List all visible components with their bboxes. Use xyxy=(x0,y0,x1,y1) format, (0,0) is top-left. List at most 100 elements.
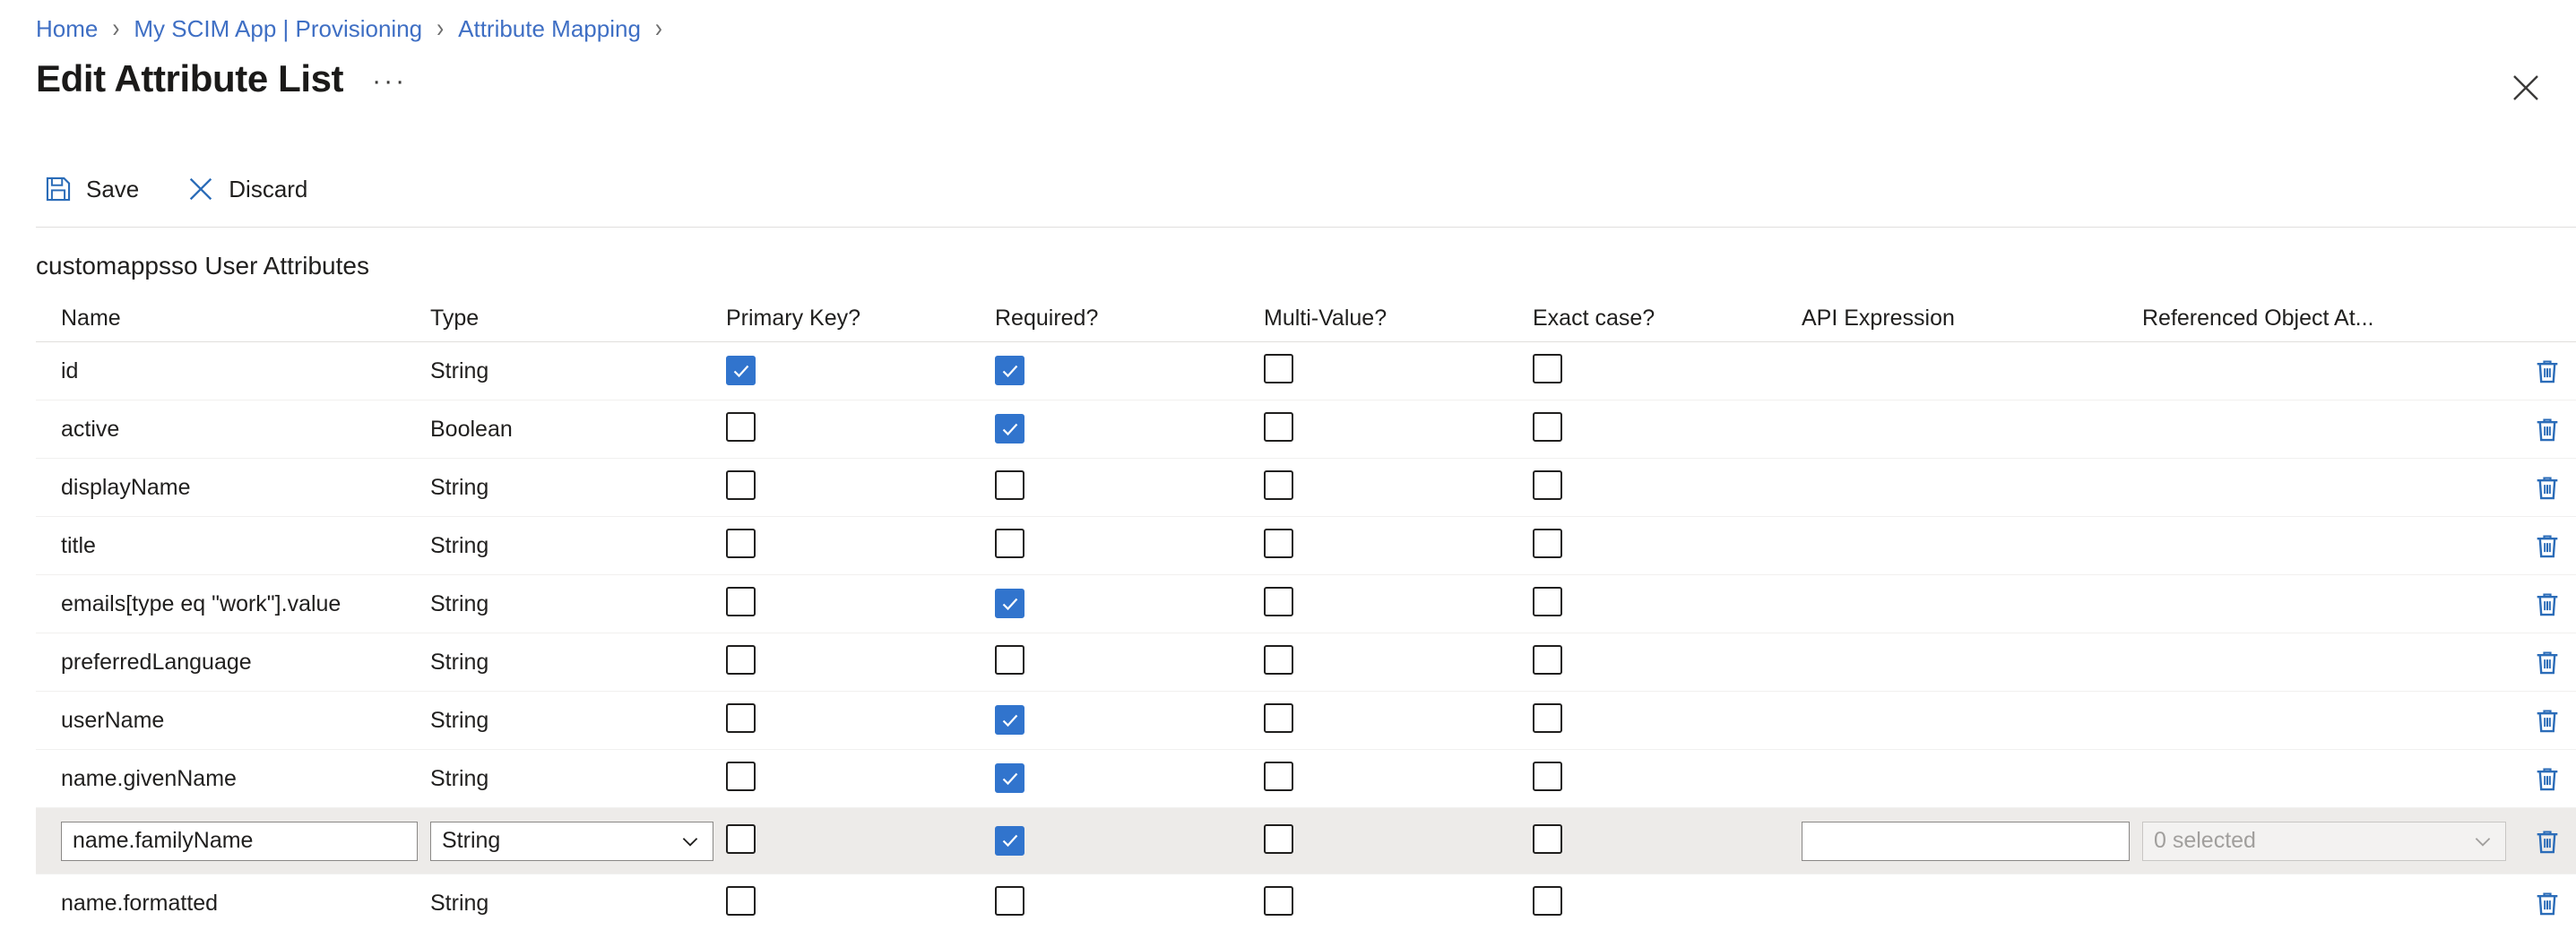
required-cell xyxy=(995,529,1264,563)
multi-value-checkbox[interactable] xyxy=(1264,645,1293,675)
table-row[interactable]: title String xyxy=(36,517,2576,575)
table-row[interactable]: userName String xyxy=(36,692,2576,750)
multi-value-checkbox[interactable] xyxy=(1264,412,1293,442)
breadcrumb-item-2[interactable]: Attribute Mapping xyxy=(458,15,641,42)
attribute-type-dropdown[interactable]: String xyxy=(430,821,713,861)
multi-value-cell xyxy=(1264,470,1533,504)
required-checkbox[interactable] xyxy=(995,470,1024,500)
required-checkbox[interactable] xyxy=(995,529,1024,558)
column-header-req[interactable]: Required? xyxy=(995,306,1264,332)
delete-row-button[interactable] xyxy=(2519,647,2576,677)
discard-button[interactable]: Discard xyxy=(178,167,327,211)
attribute-type-cell: String xyxy=(430,475,726,501)
attribute-name-input[interactable] xyxy=(61,821,418,861)
exact-case-checkbox[interactable] xyxy=(1533,645,1562,675)
multi-value-checkbox[interactable] xyxy=(1264,470,1293,500)
table-body: id String active Boolean displayName String ti… xyxy=(36,342,2576,930)
exact-case-checkbox[interactable] xyxy=(1533,470,1562,500)
primary-key-checkbox[interactable] xyxy=(726,762,756,791)
delete-row-button[interactable] xyxy=(2519,414,2576,444)
delete-row-button[interactable] xyxy=(2519,472,2576,503)
exact-case-checkbox[interactable] xyxy=(1533,886,1562,916)
required-checkbox[interactable] xyxy=(995,356,1024,386)
close-x-icon xyxy=(186,174,216,204)
column-header-api[interactable]: API Expression xyxy=(1802,306,2142,332)
required-checkbox[interactable] xyxy=(995,414,1024,444)
trash-icon xyxy=(2537,892,2558,916)
multi-value-checkbox[interactable] xyxy=(1264,886,1293,916)
column-header-exact[interactable]: Exact case? xyxy=(1533,306,1802,332)
primary-key-checkbox[interactable] xyxy=(726,470,756,500)
primary-key-checkbox[interactable] xyxy=(726,356,756,386)
delete-row-button[interactable] xyxy=(2519,356,2576,386)
exact-case-checkbox[interactable] xyxy=(1533,354,1562,383)
delete-row-button[interactable] xyxy=(2519,763,2576,794)
exact-case-checkbox[interactable] xyxy=(1533,587,1562,616)
required-checkbox[interactable] xyxy=(995,705,1024,736)
table-header-row: Name Type Primary Key? Required? Multi-Value… xyxy=(36,296,2576,342)
trash-icon xyxy=(2537,535,2558,558)
table-row[interactable]: active Boolean xyxy=(36,400,2576,459)
primary-key-checkbox[interactable] xyxy=(726,529,756,558)
attribute-name-cell xyxy=(36,821,430,861)
save-button[interactable]: Save xyxy=(36,167,159,211)
required-checkbox[interactable] xyxy=(995,825,1024,856)
primary-key-checkbox[interactable] xyxy=(726,703,756,733)
breadcrumb-separator-icon: › xyxy=(112,13,120,44)
required-cell xyxy=(995,705,1264,736)
table-row[interactable]: preferredLanguage String xyxy=(36,633,2576,692)
breadcrumb-item-0[interactable]: Home xyxy=(36,15,99,42)
required-checkbox[interactable] xyxy=(995,886,1024,916)
delete-row-button[interactable] xyxy=(2519,888,2576,918)
primary-key-checkbox[interactable] xyxy=(726,823,756,854)
table-row[interactable]: name.givenName String xyxy=(36,750,2576,808)
exact-case-checkbox[interactable] xyxy=(1533,762,1562,791)
exact-case-checkbox[interactable] xyxy=(1533,703,1562,733)
multi-value-checkbox[interactable] xyxy=(1264,354,1293,383)
table-row[interactable]: String 0 selected xyxy=(36,808,2576,874)
delete-row-button[interactable] xyxy=(2519,705,2576,736)
column-header-pk[interactable]: Primary Key? xyxy=(726,306,995,332)
column-header-mv[interactable]: Multi-Value? xyxy=(1264,306,1533,332)
primary-key-checkbox[interactable] xyxy=(726,412,756,442)
trash-icon xyxy=(2537,418,2558,442)
required-checkbox[interactable] xyxy=(995,645,1024,675)
primary-key-checkbox[interactable] xyxy=(726,587,756,616)
required-checkbox[interactable] xyxy=(995,589,1024,619)
referenced-object-dropdown[interactable]: 0 selected xyxy=(2142,821,2506,861)
delete-row-button[interactable] xyxy=(2519,589,2576,619)
multi-value-checkbox[interactable] xyxy=(1264,762,1293,791)
primary-key-checkbox[interactable] xyxy=(726,645,756,675)
required-checkbox[interactable] xyxy=(995,763,1024,794)
primary-key-cell xyxy=(726,645,995,679)
table-row[interactable]: displayName String xyxy=(36,459,2576,517)
table-row[interactable]: name.formatted String xyxy=(36,874,2576,930)
exact-case-checkbox[interactable] xyxy=(1533,529,1562,558)
exact-case-cell xyxy=(1533,529,1802,563)
breadcrumb-item-1[interactable]: My SCIM App | Provisioning xyxy=(134,15,423,42)
exact-case-cell xyxy=(1533,886,1802,920)
delete-row-button[interactable] xyxy=(2519,530,2576,561)
multi-value-checkbox[interactable] xyxy=(1264,587,1293,616)
more-options-ellipsis[interactable]: ··· xyxy=(372,66,408,96)
column-header-name[interactable]: Name xyxy=(36,306,430,332)
close-icon[interactable] xyxy=(2501,63,2551,113)
exact-case-checkbox[interactable] xyxy=(1533,823,1562,854)
exact-case-checkbox[interactable] xyxy=(1533,412,1562,442)
primary-key-checkbox[interactable] xyxy=(726,886,756,916)
multi-value-checkbox[interactable] xyxy=(1264,529,1293,558)
delete-row-button[interactable] xyxy=(2519,826,2576,857)
table-row[interactable]: id String xyxy=(36,342,2576,400)
table-row[interactable]: emails[type eq "work"].value String xyxy=(36,575,2576,633)
column-header-ref[interactable]: Referenced Object At... xyxy=(2142,306,2519,332)
exact-case-cell xyxy=(1533,470,1802,504)
attribute-type-value: String xyxy=(430,890,489,916)
column-header-type[interactable]: Type xyxy=(430,306,726,332)
required-cell xyxy=(995,763,1264,794)
attribute-name-value: active xyxy=(61,416,120,442)
primary-key-cell xyxy=(726,587,995,621)
api-expression-input[interactable] xyxy=(1802,821,2130,861)
multi-value-checkbox[interactable] xyxy=(1264,823,1293,854)
multi-value-checkbox[interactable] xyxy=(1264,703,1293,733)
